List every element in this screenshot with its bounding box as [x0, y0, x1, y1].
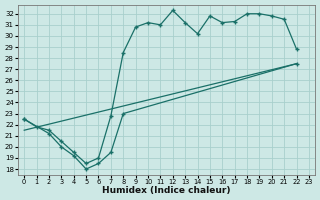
X-axis label: Humidex (Indice chaleur): Humidex (Indice chaleur) [102, 186, 231, 195]
